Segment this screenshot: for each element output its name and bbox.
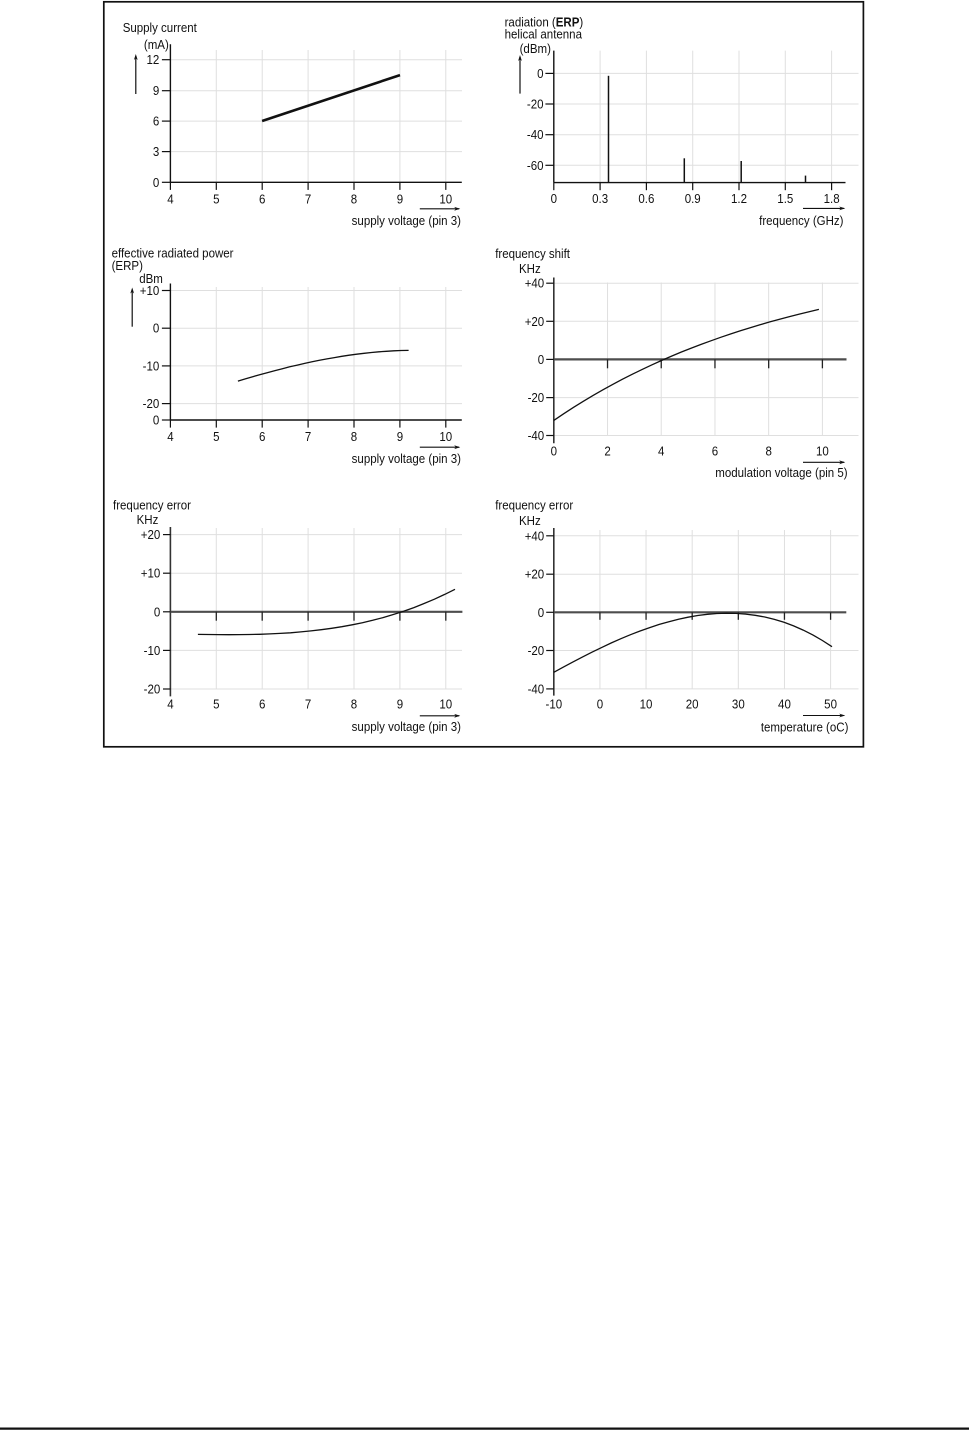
svg-text:8: 8 (351, 429, 358, 444)
svg-text:+40: +40 (525, 529, 545, 544)
svg-text:-20: -20 (528, 643, 545, 658)
svg-text:8: 8 (351, 697, 358, 712)
svg-text:12: 12 (146, 53, 159, 68)
svg-text:-20: -20 (527, 97, 544, 112)
svg-text:50: 50 (824, 697, 837, 712)
svg-text:frequency (GHz): frequency (GHz) (759, 214, 843, 229)
svg-text:7: 7 (305, 429, 312, 444)
svg-text:+20: +20 (525, 314, 545, 329)
svg-text:-20: -20 (528, 391, 545, 406)
svg-text:frequency shift: frequency shift (495, 246, 570, 261)
svg-text:9: 9 (397, 429, 404, 444)
svg-text:0: 0 (154, 605, 161, 620)
svg-text:0: 0 (551, 444, 558, 459)
svg-text:8: 8 (765, 444, 772, 459)
svg-text:modulation voltage (pin 5): modulation voltage (pin 5) (715, 466, 847, 481)
svg-text:-60: -60 (527, 158, 544, 173)
svg-text:-20: -20 (143, 397, 160, 412)
svg-text:30: 30 (732, 697, 745, 712)
svg-text:0: 0 (538, 352, 545, 367)
svg-text:0: 0 (153, 175, 160, 190)
svg-text:effective radiated power: effective radiated power (112, 246, 234, 261)
svg-text:supply voltage (pin 3): supply voltage (pin 3) (352, 720, 461, 735)
svg-text:-10: -10 (144, 643, 161, 658)
svg-text:0: 0 (597, 697, 604, 712)
svg-text:helical antenna: helical antenna (505, 27, 583, 42)
svg-text:9: 9 (397, 192, 404, 207)
svg-text:(mA): (mA) (144, 37, 169, 52)
svg-text:6: 6 (153, 114, 160, 129)
svg-text:9: 9 (153, 84, 160, 99)
svg-text:0: 0 (153, 413, 160, 428)
svg-text:7: 7 (305, 192, 312, 207)
svg-text:-40: -40 (528, 428, 545, 443)
svg-text:5: 5 (213, 429, 220, 444)
svg-text:-20: -20 (144, 682, 161, 697)
svg-text:3: 3 (153, 145, 160, 160)
svg-text:-40: -40 (528, 682, 545, 697)
svg-text:10: 10 (439, 429, 452, 444)
svg-text:0: 0 (537, 66, 544, 81)
svg-text:1.8: 1.8 (824, 191, 840, 206)
svg-text:4: 4 (167, 697, 174, 712)
svg-text:supply voltage (pin 3): supply voltage (pin 3) (352, 451, 461, 466)
svg-text:dBm: dBm (139, 272, 163, 287)
svg-text:frequency error: frequency error (113, 498, 191, 513)
svg-text:6: 6 (259, 429, 266, 444)
svg-text:+20: +20 (525, 567, 545, 582)
svg-text:4: 4 (167, 192, 174, 207)
svg-text:KHz: KHz (519, 261, 541, 276)
svg-text:-10: -10 (545, 697, 562, 712)
svg-text:0.6: 0.6 (638, 191, 654, 206)
svg-text:5: 5 (213, 697, 220, 712)
svg-text:7: 7 (305, 697, 312, 712)
svg-text:-10: -10 (143, 359, 160, 374)
svg-text:+20: +20 (141, 528, 161, 543)
svg-text:+10: +10 (141, 566, 161, 581)
svg-text:0: 0 (153, 321, 160, 336)
svg-text:0: 0 (538, 605, 545, 620)
svg-text:(ERP): (ERP) (112, 259, 143, 274)
svg-text:-40: -40 (527, 128, 544, 143)
svg-text:10: 10 (640, 697, 653, 712)
svg-text:0.3: 0.3 (592, 191, 608, 206)
svg-text:0: 0 (551, 191, 558, 206)
svg-text:6: 6 (712, 444, 719, 459)
svg-text:1.5: 1.5 (777, 191, 793, 206)
svg-text:4: 4 (658, 444, 665, 459)
svg-text:6: 6 (259, 192, 266, 207)
svg-text:10: 10 (816, 444, 829, 459)
svg-text:20: 20 (686, 697, 699, 712)
svg-text:40: 40 (778, 697, 791, 712)
svg-text:10: 10 (439, 192, 452, 207)
svg-text:KHz: KHz (519, 513, 541, 528)
svg-text:4: 4 (167, 429, 174, 444)
svg-text:8: 8 (351, 192, 358, 207)
svg-text:supply voltage (pin 3): supply voltage (pin 3) (352, 214, 461, 229)
svg-text:Supply current: Supply current (123, 20, 198, 35)
svg-text:10: 10 (439, 697, 452, 712)
svg-text:temperature (oC): temperature (oC) (761, 720, 849, 735)
svg-text:9: 9 (397, 697, 404, 712)
svg-text:0.9: 0.9 (685, 191, 701, 206)
svg-text:1.2: 1.2 (731, 191, 747, 206)
svg-text:6: 6 (259, 697, 266, 712)
svg-text:KHz: KHz (137, 513, 159, 528)
svg-text:frequency error: frequency error (495, 498, 573, 513)
svg-text:2: 2 (604, 444, 611, 459)
svg-text:+40: +40 (525, 276, 545, 291)
svg-text:radiation (ERP): radiation (ERP) (505, 15, 584, 30)
svg-text:+10: +10 (140, 283, 160, 298)
svg-text:(dBm): (dBm) (520, 42, 551, 57)
svg-text:5: 5 (213, 192, 220, 207)
